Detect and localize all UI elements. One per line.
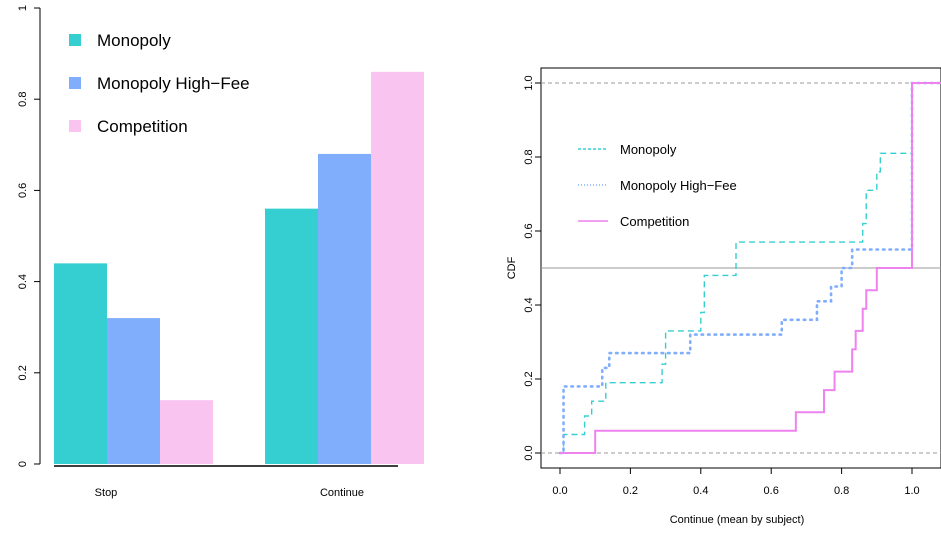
left-y-tick-label: 0 xyxy=(17,461,29,467)
legend-swatch xyxy=(69,77,81,89)
x-category-label: Stop xyxy=(95,487,118,499)
left-x-category-labels: Stop Continue xyxy=(95,487,364,499)
legend-label: Monopoly High−Fee xyxy=(97,74,250,93)
cdf-y-tick-label: 0.4 xyxy=(523,297,535,312)
cdf-y-ticks: 0.0 0.2 0.4 0.6 0.8 1.0 xyxy=(523,75,541,461)
cdf-y-tick-label: 0.0 xyxy=(523,445,535,460)
left-y-tick-label: 1 xyxy=(17,5,29,11)
bar-chart-panel: 00.20.40.60.81 Stop Continue MonopolyMono… xyxy=(17,5,424,499)
bar-legend: Monopoly Monopoly High−Fee Competition xyxy=(69,31,250,136)
legend-swatch xyxy=(69,34,81,46)
cdf-y-tick-label: 0.6 xyxy=(523,223,535,238)
bars xyxy=(54,71,424,465)
legend-label: Monopoly xyxy=(97,31,171,50)
legend-label: Competition xyxy=(97,117,188,136)
x-category-label: Continue xyxy=(320,487,364,499)
left-y-tick-label: 0.4 xyxy=(17,274,29,289)
cdf-y-tick-label: 1.0 xyxy=(523,75,535,90)
cdf-x-tick-label: 0.6 xyxy=(764,485,779,497)
cdf-legend-label: Monopoly xyxy=(620,142,677,157)
bar-competition-stop xyxy=(160,400,213,464)
cdf-y-axis-label: CDF xyxy=(506,256,518,279)
left-y-ticks: 0 0.2 0.4 0.6 0.8 1 xyxy=(17,5,40,467)
left-y-tick-label: 0.2 xyxy=(17,365,29,380)
cdf-legend: Monopoly Monopoly High−Fee Competition xyxy=(578,142,737,229)
cdf-x-tick-label: 0.0 xyxy=(552,485,567,497)
left-y-tick-label: 0.6 xyxy=(17,183,29,198)
bar-monopoly-continue xyxy=(265,208,318,464)
cdf-line-monopoly-high-fee xyxy=(558,81,941,455)
bar-monopoly-stop xyxy=(54,263,107,464)
cdf-legend-label: Competition xyxy=(620,214,689,229)
cdf-y-tick-label: 0.2 xyxy=(523,371,535,386)
cdf-x-tick-label: 0.2 xyxy=(623,485,638,497)
cdf-x-tick-label: 0.4 xyxy=(693,485,708,497)
cdf-y-tick-label: 0.8 xyxy=(523,149,535,164)
cdf-line-competition xyxy=(560,82,941,454)
cdf-chart-panel: 0.0 0.2 0.4 0.6 0.8 1.0 0.0 0.2 0.4 0.6 0.8 1.0 Co… xyxy=(506,67,941,526)
bar-monopoly-high-fee-continue xyxy=(318,153,371,465)
cdf-x-ticks: 0.0 0.2 0.4 0.6 0.8 1.0 xyxy=(552,468,920,497)
cdf-x-tick-label: 1.0 xyxy=(904,485,919,497)
bar-monopoly-high-fee-stop xyxy=(107,318,160,464)
legend-swatch xyxy=(69,120,81,132)
cdf-line-monopoly xyxy=(560,82,941,454)
cdf-legend-label: Monopoly High−Fee xyxy=(620,178,737,193)
cdf-step-series xyxy=(558,81,941,455)
cdf-x-axis-label: Continue (mean by subject) xyxy=(670,514,805,526)
bar-competition-continue xyxy=(371,71,424,464)
left-y-tick-label: 0.8 xyxy=(17,92,29,107)
reference-lines xyxy=(541,82,941,454)
cdf-x-tick-label: 0.8 xyxy=(834,485,849,497)
